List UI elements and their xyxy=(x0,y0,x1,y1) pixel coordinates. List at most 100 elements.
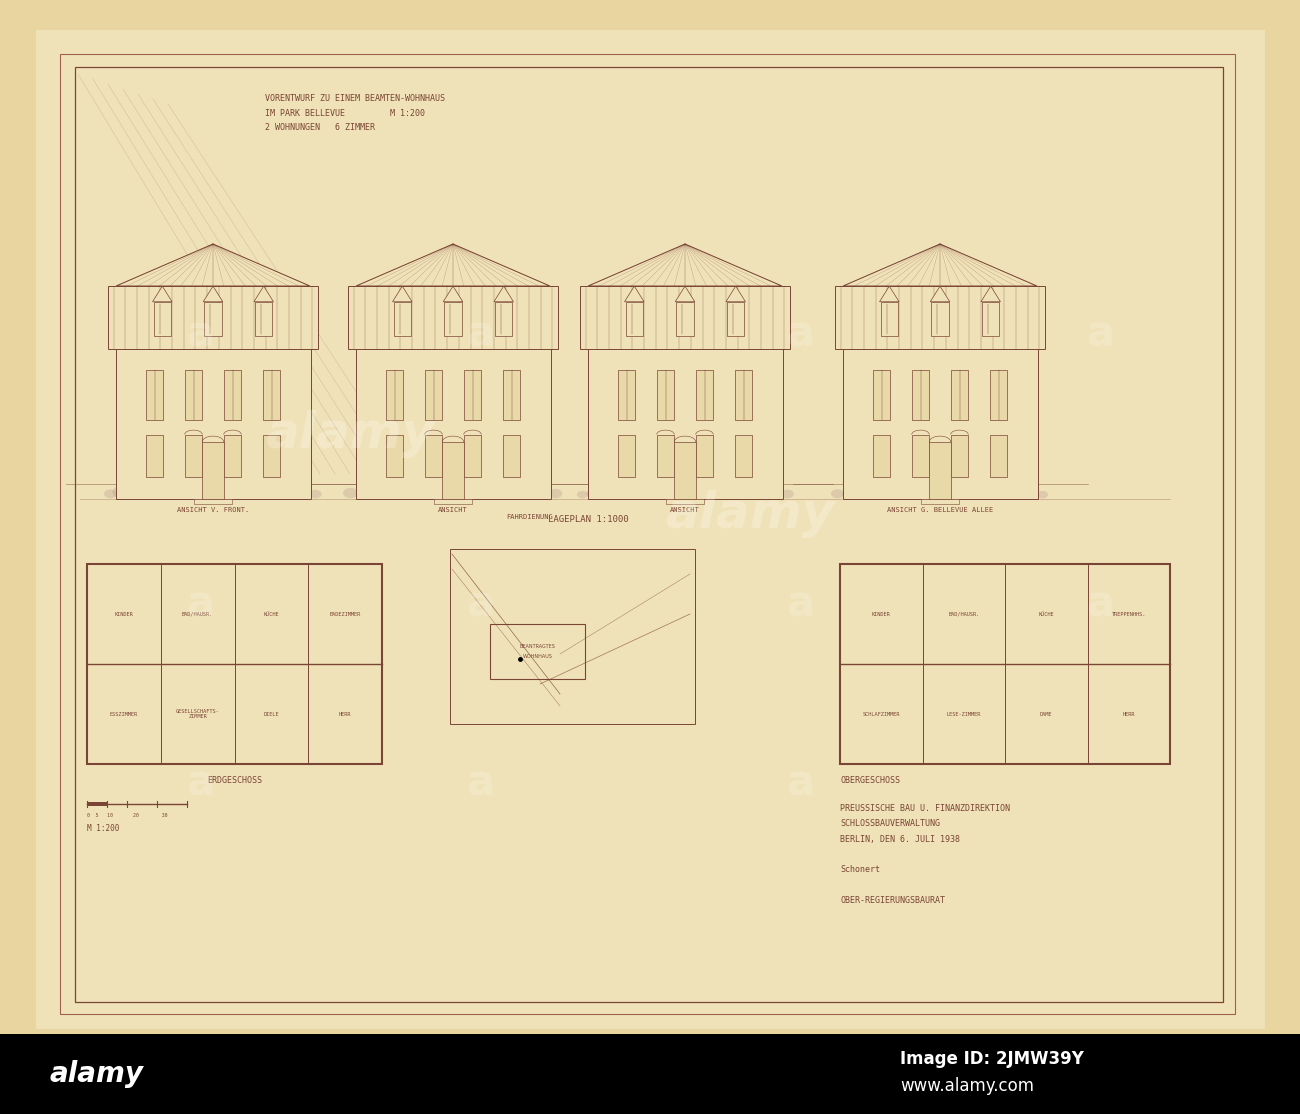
Ellipse shape xyxy=(771,491,781,498)
Polygon shape xyxy=(982,286,1001,302)
Text: M 1:200: M 1:200 xyxy=(87,824,120,833)
Bar xyxy=(203,442,224,499)
Polygon shape xyxy=(588,244,781,286)
Bar xyxy=(194,499,233,504)
Text: KÜCHE: KÜCHE xyxy=(1039,612,1054,616)
Bar xyxy=(842,349,1037,499)
Ellipse shape xyxy=(170,491,181,498)
Text: LAGEPLAN 1:1000: LAGEPLAN 1:1000 xyxy=(547,515,628,524)
Text: alamy: alamy xyxy=(265,410,434,458)
Ellipse shape xyxy=(482,486,499,498)
Polygon shape xyxy=(203,286,222,302)
Bar xyxy=(982,302,1000,336)
Bar xyxy=(450,549,696,724)
Text: 0  5   10       20        30: 0 5 10 20 30 xyxy=(87,813,168,818)
Bar xyxy=(425,434,442,477)
Polygon shape xyxy=(152,286,172,302)
Text: TREPPENHHS.: TREPPENHHS. xyxy=(1112,612,1145,616)
Bar xyxy=(108,286,318,349)
Text: a: a xyxy=(186,313,214,355)
Ellipse shape xyxy=(178,487,195,498)
Bar xyxy=(146,434,164,477)
Text: VORENTWURF ZU EINEM BEAMTEN-WOHNHAUS
IM PARK BELLEVUE         M 1:200
2 WOHNUNGE: VORENTWURF ZU EINEM BEAMTEN-WOHNHAUS IM … xyxy=(265,94,445,133)
Ellipse shape xyxy=(905,487,922,498)
Text: ANSICHT V. FRONT.: ANSICHT V. FRONT. xyxy=(177,507,250,514)
Bar xyxy=(696,434,714,477)
Ellipse shape xyxy=(474,491,485,498)
Bar xyxy=(920,499,959,504)
Bar xyxy=(224,434,242,477)
Bar xyxy=(625,302,644,336)
Bar xyxy=(347,286,558,349)
Ellipse shape xyxy=(1026,489,1039,498)
Bar xyxy=(0,1034,1300,1114)
Bar xyxy=(434,499,472,504)
Bar xyxy=(445,302,461,336)
Ellipse shape xyxy=(781,489,794,498)
Bar xyxy=(835,286,1045,349)
Text: SCHLAFZIMMER: SCHLAFZIMMER xyxy=(862,712,900,716)
Bar xyxy=(464,434,481,477)
Bar xyxy=(263,434,281,477)
Text: Image ID: 2JMW39Y: Image ID: 2JMW39Y xyxy=(900,1051,1084,1068)
Bar xyxy=(931,302,949,336)
Polygon shape xyxy=(725,286,745,302)
Ellipse shape xyxy=(190,488,204,498)
Text: a: a xyxy=(786,583,814,625)
Text: WOHNHAUS: WOHNHAUS xyxy=(523,654,552,659)
Polygon shape xyxy=(116,244,309,286)
Bar xyxy=(204,302,222,336)
Bar xyxy=(911,370,930,420)
Text: alamy: alamy xyxy=(49,1061,144,1088)
Ellipse shape xyxy=(244,490,256,498)
Ellipse shape xyxy=(629,488,644,498)
Ellipse shape xyxy=(842,490,854,498)
Ellipse shape xyxy=(641,490,654,498)
Ellipse shape xyxy=(419,488,433,498)
Text: BEANTRAGTES: BEANTRAGTES xyxy=(520,644,555,649)
Ellipse shape xyxy=(703,486,720,498)
Ellipse shape xyxy=(673,490,685,498)
Bar xyxy=(425,370,442,420)
Bar xyxy=(87,564,382,764)
Ellipse shape xyxy=(992,487,1008,498)
Ellipse shape xyxy=(356,490,367,498)
Ellipse shape xyxy=(529,491,539,498)
Text: ANSICHT: ANSICHT xyxy=(438,507,468,514)
Ellipse shape xyxy=(850,487,867,498)
Bar xyxy=(146,370,164,420)
Ellipse shape xyxy=(200,487,216,498)
Ellipse shape xyxy=(213,491,224,498)
Ellipse shape xyxy=(970,487,985,498)
Ellipse shape xyxy=(681,486,699,498)
Ellipse shape xyxy=(980,487,996,498)
Text: a: a xyxy=(786,763,814,805)
Ellipse shape xyxy=(125,487,140,498)
Polygon shape xyxy=(624,286,644,302)
Bar xyxy=(727,302,745,336)
Ellipse shape xyxy=(504,487,520,498)
Ellipse shape xyxy=(727,488,741,498)
Bar xyxy=(464,370,481,420)
Bar xyxy=(734,434,753,477)
Ellipse shape xyxy=(135,488,151,498)
Text: a: a xyxy=(786,313,814,355)
Text: alamy: alamy xyxy=(666,490,835,538)
Bar xyxy=(989,370,1008,420)
Ellipse shape xyxy=(464,490,474,498)
Text: a: a xyxy=(465,763,494,805)
Bar xyxy=(60,53,1235,1014)
Bar xyxy=(911,434,930,477)
Bar xyxy=(394,302,411,336)
Bar xyxy=(87,802,107,807)
Bar xyxy=(930,442,950,499)
Text: a: a xyxy=(1086,583,1114,625)
Bar xyxy=(872,434,891,477)
Ellipse shape xyxy=(586,489,601,498)
Ellipse shape xyxy=(410,490,421,498)
Bar xyxy=(386,370,403,420)
Bar xyxy=(618,370,636,420)
Bar xyxy=(676,302,694,336)
Bar xyxy=(656,434,675,477)
Bar xyxy=(503,370,520,420)
